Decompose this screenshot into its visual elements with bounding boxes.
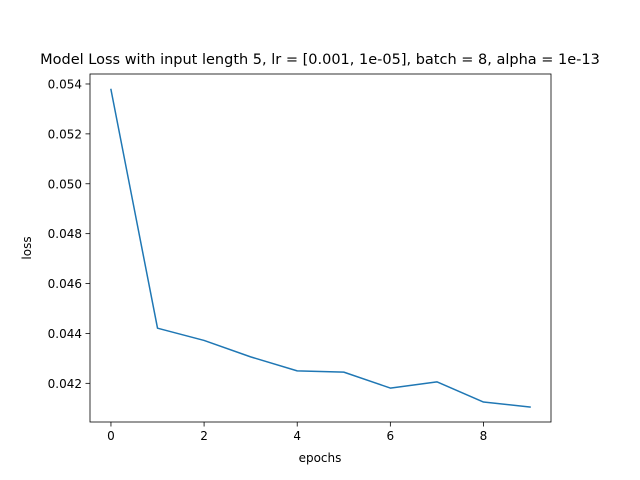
x-tick-label: 8 xyxy=(480,429,488,443)
series-line-0 xyxy=(110,88,531,408)
x-tick-label: 4 xyxy=(293,429,301,443)
y-tick-label: 0.054 xyxy=(48,77,82,91)
y-axis-label: loss xyxy=(20,236,34,259)
x-tick-label: 2 xyxy=(200,429,208,443)
x-tick-label: 6 xyxy=(387,429,395,443)
y-tick-label: 0.046 xyxy=(48,277,82,291)
axes-frame xyxy=(89,73,552,423)
y-tick-label: 0.044 xyxy=(48,327,82,341)
y-tick-label: 0.050 xyxy=(48,177,82,191)
chart-title: Model Loss with input length 5, lr = [0.… xyxy=(40,52,600,68)
y-tick-label: 0.042 xyxy=(48,377,82,391)
x-tick-label: 0 xyxy=(107,429,115,443)
plot-area: 0 2 4 6 8 0.042 0.044 0.046 0.048 0.050 0.052 0.054 xyxy=(48,73,552,443)
y-tick-label: 0.048 xyxy=(48,227,82,241)
y-tick-label: 0.052 xyxy=(48,127,82,141)
x-axis-label: epochs xyxy=(299,451,342,465)
